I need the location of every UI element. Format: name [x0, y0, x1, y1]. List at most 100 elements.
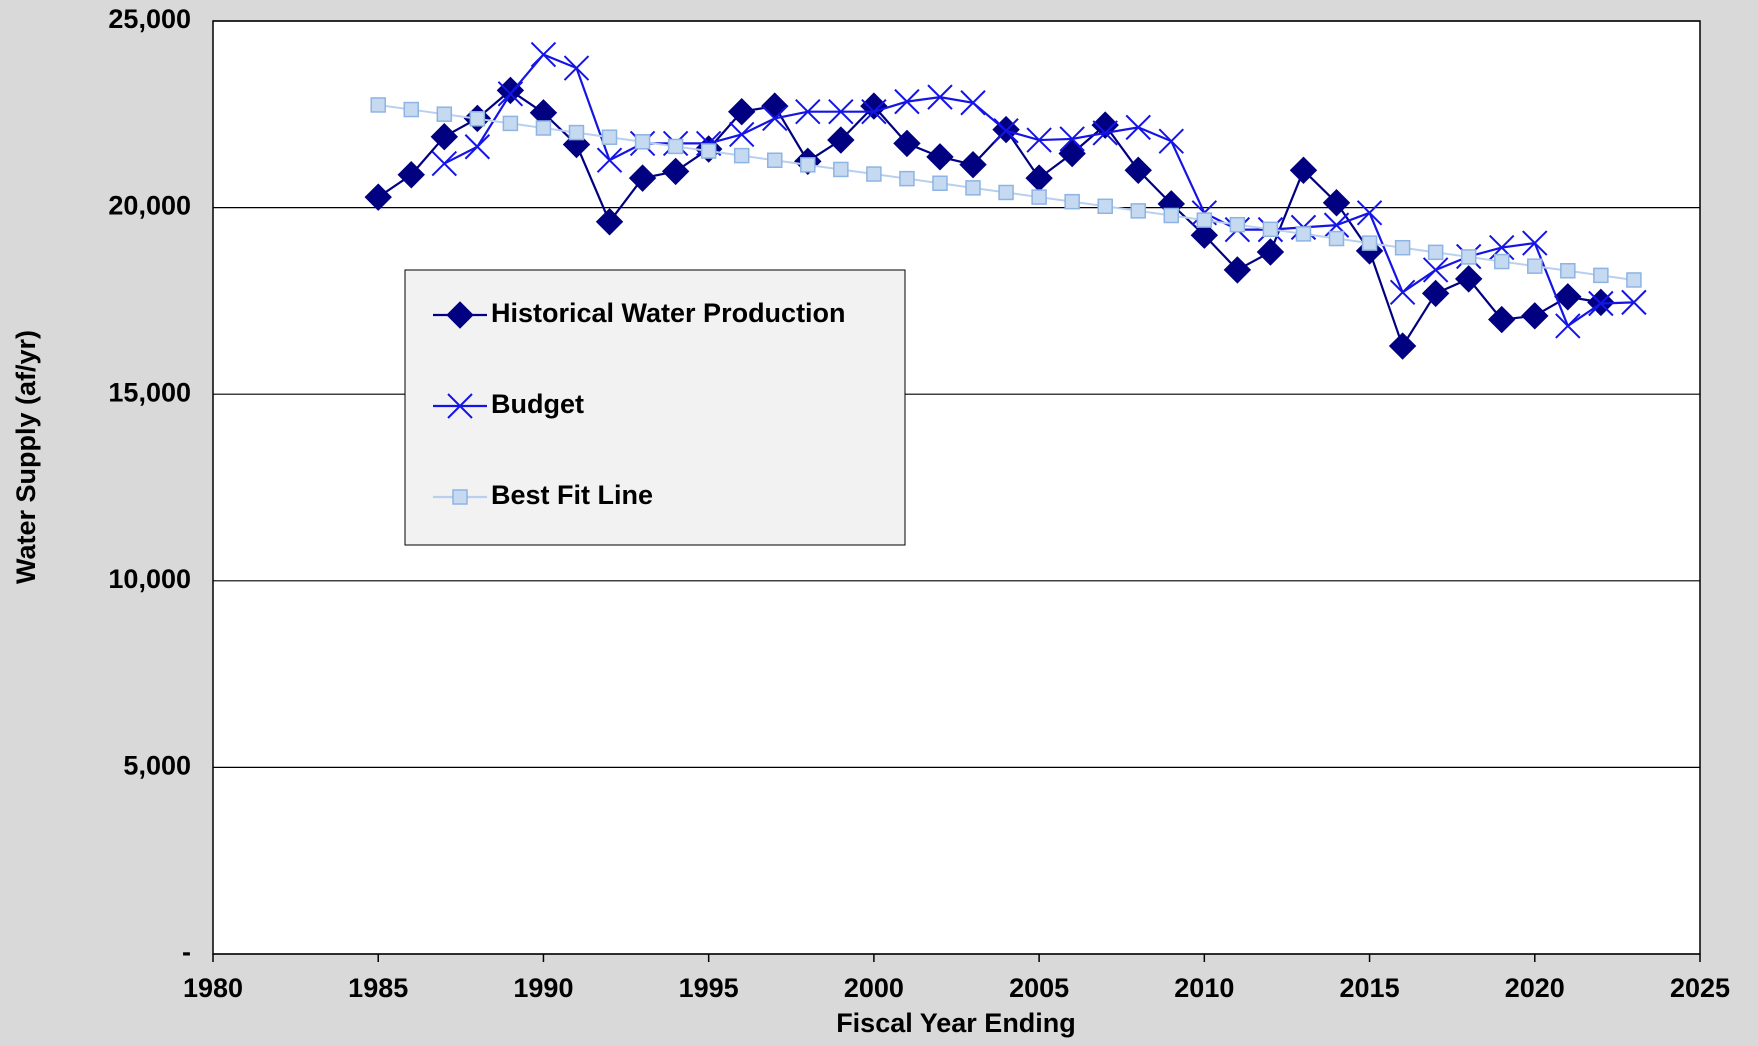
x-marker — [1422, 257, 1449, 283]
square-marker — [1130, 203, 1146, 219]
square-marker — [767, 152, 783, 168]
square-marker — [700, 143, 717, 159]
x-marker — [1489, 234, 1515, 261]
diamond-marker — [430, 122, 459, 151]
y-axis-label: Water Supply (af/yr) — [11, 330, 41, 584]
x-marker — [1522, 230, 1548, 256]
diamond-marker — [1322, 189, 1351, 217]
x-tick-label: 1980 — [183, 973, 243, 1003]
diamond-marker — [1058, 139, 1086, 168]
x-marker — [894, 88, 920, 115]
x-tick-label: 2020 — [1505, 973, 1565, 1003]
square-marker — [1262, 221, 1279, 238]
x-tick-label: 1990 — [513, 973, 573, 1003]
x-marker — [1125, 114, 1151, 141]
diamond-marker — [893, 129, 921, 158]
x-marker — [530, 41, 557, 68]
diamond-marker — [926, 143, 954, 171]
diamond-marker — [562, 130, 591, 159]
x-marker — [927, 84, 953, 110]
square-marker — [1394, 239, 1411, 256]
square-marker — [667, 138, 684, 155]
diamond-marker — [1554, 283, 1582, 311]
y-tick-label: 10,000 — [108, 564, 191, 594]
square-marker — [1196, 212, 1213, 228]
legend-label: Budget — [491, 389, 584, 419]
x-marker — [464, 134, 491, 160]
x-marker — [1323, 212, 1350, 238]
square-marker — [1493, 253, 1510, 270]
square-marker — [1097, 198, 1113, 215]
square-marker — [899, 170, 915, 187]
diamond-marker — [827, 126, 855, 154]
diamond-marker — [628, 164, 657, 192]
square-marker — [1163, 207, 1180, 224]
x-tick-label: 2010 — [1174, 973, 1234, 1003]
x-marker — [1026, 127, 1052, 153]
x-marker — [795, 98, 821, 125]
grid — [212, 20, 1701, 962]
diamond-marker — [1488, 305, 1516, 334]
x-tick-label: 2000 — [844, 973, 904, 1003]
y-tick-label: 15,000 — [108, 377, 191, 407]
x-marker — [1621, 289, 1647, 316]
square-marker — [1593, 267, 1609, 284]
diamond-marker — [1223, 256, 1252, 284]
x-marker — [1555, 313, 1581, 339]
x-marker — [729, 121, 755, 148]
x-marker — [861, 98, 887, 125]
square-marker — [452, 489, 468, 505]
x-marker — [1158, 128, 1184, 154]
x-tick-label: 1985 — [348, 973, 408, 1003]
square-marker — [535, 120, 552, 136]
square-marker — [932, 175, 948, 192]
square-marker — [1031, 189, 1047, 205]
y-tick-label: 20,000 — [108, 191, 191, 221]
square-marker — [469, 111, 486, 127]
y-tick-label: 25,000 — [108, 4, 191, 34]
x-marker — [993, 118, 1019, 144]
square-marker — [370, 97, 386, 113]
square-marker — [1626, 272, 1642, 288]
square-marker — [634, 134, 651, 150]
diamond-marker — [595, 208, 624, 236]
diamond-marker — [959, 150, 987, 179]
diamond-marker — [1454, 265, 1483, 293]
x-marker — [431, 150, 458, 177]
lines — [364, 41, 1647, 360]
square-marker — [833, 161, 849, 178]
square-marker — [1460, 249, 1477, 265]
x-marker — [828, 98, 854, 125]
x-marker — [563, 55, 590, 81]
square-marker — [1064, 193, 1080, 210]
square-marker — [1328, 230, 1345, 247]
x-marker — [1059, 126, 1085, 152]
x-marker — [1389, 279, 1416, 306]
square-marker — [601, 129, 618, 145]
square-marker — [436, 106, 453, 122]
x-marker — [762, 105, 788, 132]
square-marker — [733, 147, 750, 164]
x-marker — [1092, 120, 1118, 146]
square-marker — [1427, 244, 1444, 261]
diamond-marker — [1421, 279, 1450, 308]
y-tick-label: 5,000 — [123, 751, 191, 781]
diamond-marker — [446, 301, 474, 329]
x-marker — [1356, 200, 1383, 226]
diamond-marker — [728, 97, 756, 126]
square-marker — [866, 166, 882, 182]
diamond-marker — [1289, 156, 1318, 184]
square-marker — [965, 180, 981, 196]
diamond-marker — [1091, 111, 1119, 139]
square-marker — [1361, 235, 1378, 251]
x-marker — [497, 81, 524, 107]
x-tick-label: 2005 — [1009, 973, 1069, 1003]
square-marker — [1295, 226, 1312, 242]
square-marker — [1229, 216, 1246, 233]
x-marker — [447, 393, 473, 419]
legend-label: Historical Water Production — [491, 298, 846, 328]
diamond-marker — [364, 183, 392, 211]
series-line — [377, 89, 1602, 349]
diamond-marker — [1124, 156, 1152, 184]
